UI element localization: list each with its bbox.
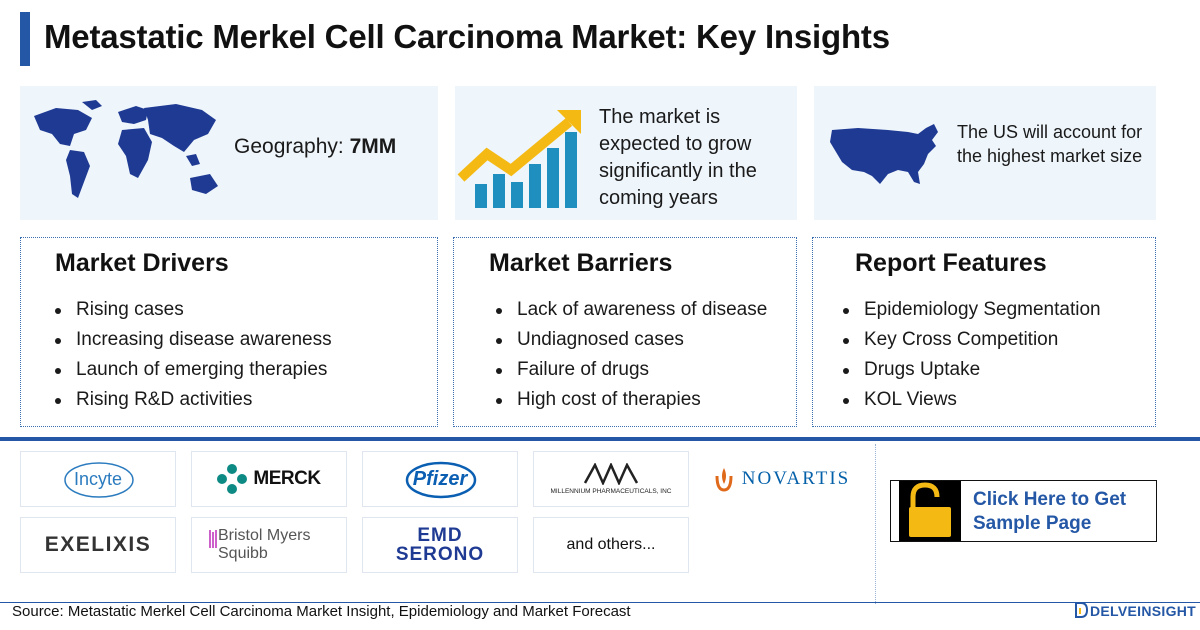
title-accent-bar [20,12,30,66]
merck-logo: MERCK [191,451,347,507]
bms-mark-icon [209,530,217,548]
others-logo-tile: and others... [533,517,689,573]
novartis-logo: NOVARTIS [704,451,860,507]
sample-page-button[interactable]: Click Here to Get Sample Page [890,480,1157,542]
merck-mark-icon [217,464,248,494]
list-item: Epidemiology Segmentation [843,295,1101,325]
us-map-icon [830,124,938,184]
exelixis-logo: EXELIXIS [20,517,176,573]
list-item: Rising cases [55,295,332,325]
list-item: Increasing disease awareness [55,325,332,355]
list-item: KOL Views [843,385,1101,415]
millennium-logo-text: MILLENNIUM PHARMACEUTICALS, INC [550,488,672,495]
novartis-flame-icon [715,468,733,492]
incyte-logo: Incyte [20,451,176,507]
us-card: The US will account for the highest mark… [814,86,1156,220]
page-title: Metastatic Merkel Cell Carcinoma Market:… [44,18,890,55]
source-text: Source: Metastatic Merkel Cell Carcinoma… [12,603,631,620]
novartis-logo-text: NOVARTIS [741,468,851,489]
growth-text: The market is expected to grow significa… [599,106,757,209]
list-item: Launch of emerging therapies [55,355,332,385]
geography-value: 7MM [349,135,397,158]
unlock-icon [909,482,951,537]
pfizer-oval-icon [405,461,477,499]
market-drivers-list: Rising cases Increasing disease awarenes… [55,295,332,415]
geography-card: Geography: 7MM [20,86,438,220]
growth-card: The market is expected to grow significa… [455,86,797,220]
vertical-divider [875,444,876,604]
geography-text: Geography: 7MM [234,133,396,160]
market-barriers-list: Lack of awareness of disease Undiagnosed… [495,295,767,415]
exelixis-logo-text: EXELIXIS [44,533,152,556]
market-drivers-title: Market Drivers [55,249,229,277]
millennium-logo: MILLENNIUM PHARMACEUTICALS, INC [533,451,689,507]
emd-logo-line1: EMD [417,525,463,546]
merck-logo-text: MERCK [253,468,321,489]
report-features-list: Epidemiology Segmentation Key Cross Comp… [843,295,1101,415]
us-text: The US will account for the highest mark… [957,122,1143,166]
footer-divider [0,602,1200,603]
list-item: Rising R&D activities [55,385,332,415]
pfizer-logo: Pfizer [362,451,518,507]
incyte-ring-icon [64,462,134,498]
delveinsight-mark-icon [1075,602,1089,618]
list-item: Failure of drugs [495,355,767,385]
report-features-title: Report Features [855,249,1047,277]
delveinsight-logo: DELVEINSIGHT [1074,601,1196,619]
world-map-icon [34,100,218,198]
report-features-box: Report Features Epidemiology Segmentatio… [812,237,1156,427]
sample-page-label: Click Here to Get Sample Page [973,489,1127,534]
market-barriers-box: Market Barriers Lack of awareness of dis… [453,237,797,427]
market-drivers-box: Market Drivers Rising cases Increasing d… [20,237,438,427]
others-text: and others... [566,536,656,553]
cta-icon-background [899,481,961,541]
bms-logo-line2: Squibb [218,545,268,562]
pfizer-logo-text: Pfizer [412,467,468,490]
bms-logo-line1: Bristol Myers [218,527,311,544]
emd-serono-logo: EMD SERONO [362,517,518,573]
growth-chart-icon [457,110,581,208]
incyte-logo-text: Incyte [73,468,123,489]
market-barriers-title: Market Barriers [489,249,673,277]
list-item: High cost of therapies [495,385,767,415]
bms-logo: Bristol Myers Squibb [191,517,347,573]
list-item: Undiagnosed cases [495,325,767,355]
delveinsight-logo-text: DELVEINSIGHT [1090,603,1197,619]
emd-logo-line2: SERONO [395,544,485,565]
list-item: Lack of awareness of disease [495,295,767,325]
section-divider [0,437,1200,441]
list-item: Key Cross Competition [843,325,1101,355]
millennium-mark-icon [583,463,639,485]
geography-label: Geography: [234,135,350,158]
list-item: Drugs Uptake [843,355,1101,385]
